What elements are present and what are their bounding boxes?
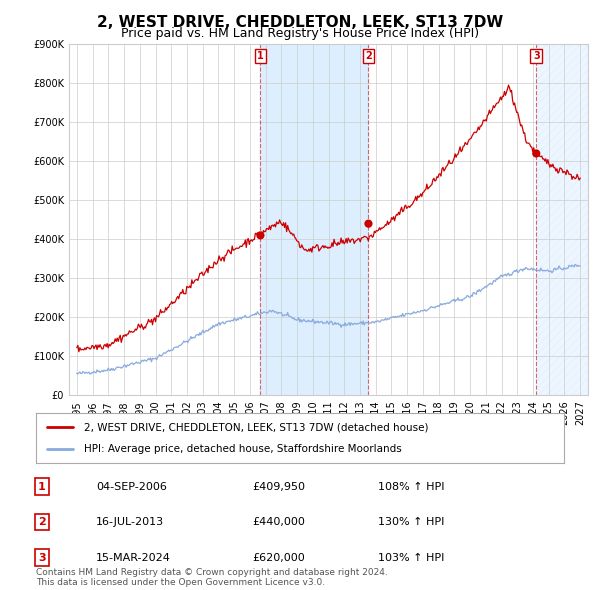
- Text: 04-SEP-2006: 04-SEP-2006: [96, 482, 167, 491]
- Point: [532, 149, 541, 158]
- Text: Contains HM Land Registry data © Crown copyright and database right 2024.
This d: Contains HM Land Registry data © Crown c…: [36, 568, 388, 587]
- Text: £440,000: £440,000: [252, 517, 305, 527]
- Bar: [536, 44, 588, 395]
- Text: 2: 2: [38, 517, 46, 527]
- Text: 2, WEST DRIVE, CHEDDLETON, LEEK, ST13 7DW (detached house): 2, WEST DRIVE, CHEDDLETON, LEEK, ST13 7D…: [83, 422, 428, 432]
- Text: HPI: Average price, detached house, Staffordshire Moorlands: HPI: Average price, detached house, Staf…: [83, 444, 401, 454]
- Text: £409,950: £409,950: [252, 482, 305, 491]
- Text: 2, WEST DRIVE, CHEDDLETON, LEEK, ST13 7DW: 2, WEST DRIVE, CHEDDLETON, LEEK, ST13 7D…: [97, 15, 503, 30]
- Text: 2: 2: [365, 51, 372, 61]
- Text: 3: 3: [38, 553, 46, 562]
- Text: 1: 1: [38, 482, 46, 491]
- Text: 103% ↑ HPI: 103% ↑ HPI: [378, 553, 445, 562]
- Point: [364, 219, 373, 228]
- Text: 15-MAR-2024: 15-MAR-2024: [96, 553, 171, 562]
- Text: 108% ↑ HPI: 108% ↑ HPI: [378, 482, 445, 491]
- Text: 1: 1: [257, 51, 264, 61]
- Text: 16-JUL-2013: 16-JUL-2013: [96, 517, 164, 527]
- Text: 3: 3: [533, 51, 539, 61]
- Text: 130% ↑ HPI: 130% ↑ HPI: [378, 517, 445, 527]
- Text: Price paid vs. HM Land Registry's House Price Index (HPI): Price paid vs. HM Land Registry's House …: [121, 27, 479, 40]
- Bar: [260, 44, 368, 395]
- Text: £620,000: £620,000: [252, 553, 305, 562]
- Point: [256, 231, 265, 240]
